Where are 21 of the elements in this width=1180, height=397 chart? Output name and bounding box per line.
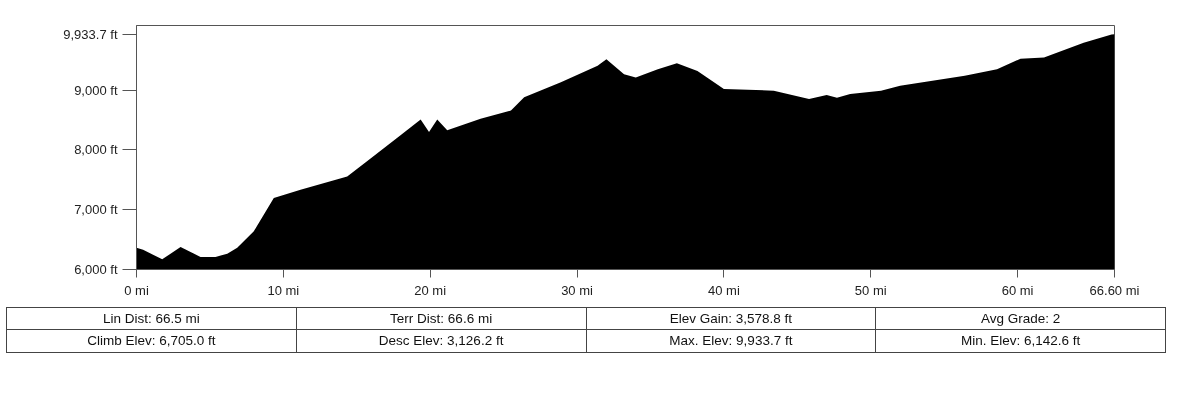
y-tick-label: 9,000 ft: [74, 82, 118, 98]
y-tick-label: 9,933.7 ft: [63, 26, 118, 42]
text: Elev Gain: 3,578.8 ft: [586, 307, 876, 330]
text: Desc Elev: 3,126.2 ft: [296, 329, 586, 353]
text: Min. Elev: 6,142.6 ft: [875, 329, 1166, 353]
x-tick-label: 40 mi: [707, 282, 740, 298]
x-tick-label: 30 mi: [561, 282, 594, 298]
x-tick-label: 50 mi: [854, 282, 887, 298]
x-tick-label: 60 mi: [1001, 282, 1034, 298]
x-tick-label: 10 mi: [267, 282, 300, 298]
x-tick-label: 66.60 mi: [1089, 282, 1140, 298]
x-tick-label: 20 mi: [414, 282, 447, 298]
text: Climb Elev: 6,705.0 ft: [6, 329, 297, 353]
text: Avg Grade: 2: [875, 307, 1166, 330]
y-tick-label: 8,000 ft: [74, 142, 118, 158]
y-tick-label: 6,000 ft: [74, 262, 118, 277]
x-tick-label: 0 mi: [124, 282, 149, 298]
text: Terr Dist: 66.6 mi: [296, 307, 586, 330]
text: Max. Elev: 9,933.7 ft: [586, 329, 876, 353]
text: Lin Dist: 66.5 mi: [6, 307, 297, 330]
y-tick-label: 7,000 ft: [74, 202, 118, 218]
